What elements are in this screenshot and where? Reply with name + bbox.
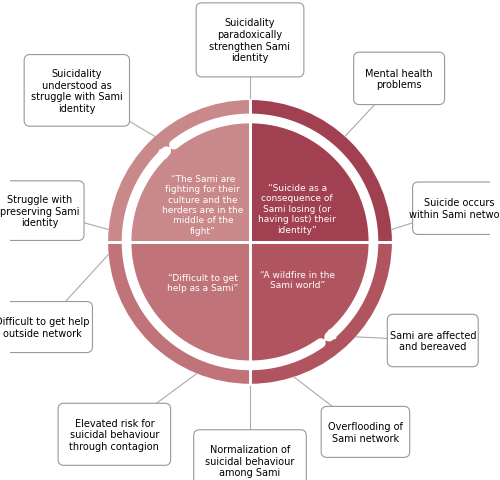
Text: “Suicide as a
consequence of
Sami losing (or
having lost) their
identity”: “Suicide as a consequence of Sami losing… [258, 183, 336, 234]
Text: Suicidality
paradoxically
strengthen Sami
identity: Suicidality paradoxically strengthen Sam… [210, 18, 290, 63]
FancyBboxPatch shape [412, 183, 500, 235]
Wedge shape [108, 101, 250, 242]
FancyBboxPatch shape [194, 430, 306, 480]
Text: Mental health
problems: Mental health problems [366, 69, 433, 90]
Text: Overflooding of
Sami network: Overflooding of Sami network [328, 421, 403, 443]
FancyBboxPatch shape [24, 55, 130, 127]
Text: Normalization of
suicidal behaviour
among Sami: Normalization of suicidal behaviour amon… [206, 444, 294, 478]
Text: Elevated risk for
suicidal behaviour
through contagion: Elevated risk for suicidal behaviour thr… [70, 418, 160, 451]
FancyBboxPatch shape [388, 315, 478, 367]
Text: Struggle with
preserving Sami
identity: Struggle with preserving Sami identity [0, 194, 80, 228]
Text: Suicide occurs
within Sami network: Suicide occurs within Sami network [409, 198, 500, 219]
FancyBboxPatch shape [0, 302, 92, 353]
FancyBboxPatch shape [354, 53, 444, 106]
Text: Suicidality
understood as
struggle with Sami
identity: Suicidality understood as struggle with … [31, 69, 122, 114]
Text: “The Sami are
fighting for their
culture and the
herders are in the
middle of th: “The Sami are fighting for their culture… [162, 175, 244, 235]
FancyBboxPatch shape [0, 181, 84, 241]
Wedge shape [250, 242, 392, 384]
Wedge shape [250, 101, 392, 242]
Wedge shape [108, 242, 250, 384]
Text: Difficult to get help
outside network: Difficult to get help outside network [0, 317, 90, 338]
FancyBboxPatch shape [321, 407, 410, 457]
FancyBboxPatch shape [58, 403, 170, 466]
Text: “A wildfire in the
Sami world”: “A wildfire in the Sami world” [260, 270, 334, 289]
Text: “Difficult to get
help as a Sami”: “Difficult to get help as a Sami” [167, 274, 238, 293]
FancyBboxPatch shape [196, 4, 304, 78]
Text: Sami are affected
and bereaved: Sami are affected and bereaved [390, 330, 476, 351]
